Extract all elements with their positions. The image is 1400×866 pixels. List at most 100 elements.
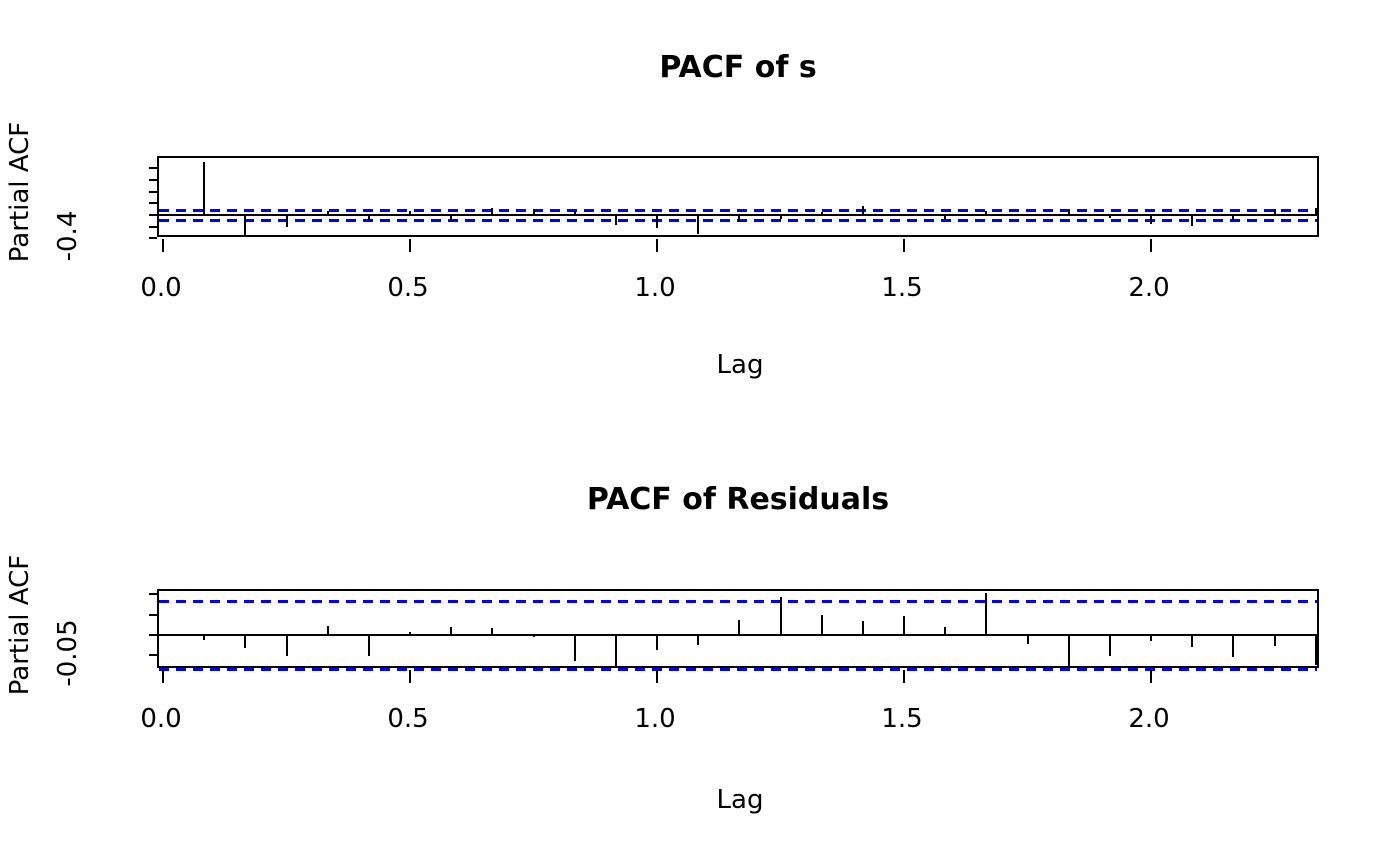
pacf-bar bbox=[203, 162, 205, 216]
y-axis-tick bbox=[149, 167, 157, 170]
confidence-band-line bbox=[159, 209, 1317, 213]
y-axis-tick bbox=[149, 190, 157, 193]
pacf-bar bbox=[738, 215, 741, 223]
pacf-bar bbox=[573, 634, 576, 661]
pacf-bar bbox=[1108, 215, 1111, 218]
pacf-bar bbox=[985, 593, 988, 635]
pacf-bar bbox=[1150, 634, 1152, 642]
x-axis-tick bbox=[162, 670, 164, 683]
pacf-bar bbox=[450, 215, 452, 221]
pacf-bar bbox=[1026, 634, 1029, 645]
y-axis-label: Partial ACF bbox=[5, 554, 35, 696]
confidence-band-line bbox=[159, 667, 1317, 671]
plot-box bbox=[149, 589, 1319, 683]
x-axis-tick bbox=[1150, 239, 1152, 252]
pacf-bar bbox=[1191, 215, 1193, 226]
pacf-bar bbox=[203, 634, 205, 640]
x-tick-label: 1.0 bbox=[634, 704, 676, 734]
pacf-bar bbox=[1314, 208, 1317, 216]
y-axis-tick bbox=[149, 214, 157, 217]
y-axis-tick bbox=[149, 237, 157, 240]
pacf-bar bbox=[1232, 634, 1235, 658]
pacf-bar bbox=[697, 215, 699, 234]
x-axis-tick bbox=[903, 670, 905, 683]
pacf-bar bbox=[532, 634, 535, 638]
pacf-bar bbox=[1191, 634, 1193, 648]
zero-line bbox=[159, 633, 1317, 636]
pacf-bar bbox=[1067, 210, 1070, 216]
x-tick-label: 0.0 bbox=[140, 704, 182, 734]
x-axis-tick bbox=[656, 239, 658, 252]
y-axis-tick bbox=[149, 633, 157, 636]
pacf-bar bbox=[1108, 634, 1111, 657]
y-axis-tick bbox=[149, 225, 157, 228]
pacf-bar bbox=[285, 215, 288, 228]
pacf-bar bbox=[1026, 215, 1029, 217]
x-tick-label: 0.5 bbox=[387, 704, 429, 734]
y-tick-label: -0.05 bbox=[53, 619, 83, 687]
pacf-bar bbox=[656, 215, 658, 228]
pacf-bar bbox=[1150, 215, 1152, 224]
confidence-band-line bbox=[159, 219, 1317, 222]
x-tick-label: 1.5 bbox=[881, 273, 923, 303]
pacf-bar bbox=[861, 205, 864, 216]
pacf-bar bbox=[903, 615, 905, 635]
pacf-bar bbox=[450, 627, 452, 635]
x-tick-label: 1.0 bbox=[634, 273, 676, 303]
pacf-bar bbox=[779, 597, 782, 635]
x-axis-tick bbox=[903, 239, 905, 252]
y-axis-tick bbox=[149, 613, 157, 616]
pacf-bar bbox=[326, 211, 329, 216]
x-axis-tick bbox=[1150, 670, 1152, 683]
pacf-bar bbox=[367, 634, 370, 657]
y-tick-label: -0.4 bbox=[53, 211, 83, 262]
x-axis-label: Lag bbox=[716, 350, 764, 380]
pacf-bar bbox=[1067, 634, 1070, 667]
y-axis-tick bbox=[149, 654, 157, 657]
x-tick-label: 2.0 bbox=[1128, 704, 1170, 734]
pacf-bar bbox=[861, 621, 864, 635]
confidence-band-line bbox=[159, 599, 1317, 603]
x-tick-label: 1.5 bbox=[881, 704, 923, 734]
pacf-bar bbox=[1314, 634, 1317, 666]
pacf-bar bbox=[614, 634, 617, 667]
x-axis-label: Lag bbox=[716, 785, 764, 815]
y-axis-tick bbox=[149, 593, 157, 596]
y-axis-tick bbox=[149, 179, 157, 182]
x-tick-label: 0.0 bbox=[140, 273, 182, 303]
pacf-bar bbox=[614, 215, 617, 225]
pacf-bar bbox=[1273, 634, 1276, 647]
pacf-bar bbox=[409, 211, 411, 216]
pacf-bar bbox=[903, 214, 905, 216]
y-axis-tick bbox=[149, 202, 157, 205]
x-axis-tick bbox=[656, 670, 658, 683]
pacf-bar bbox=[409, 631, 411, 635]
pacf-bar bbox=[244, 634, 247, 648]
pacf-bar bbox=[779, 215, 782, 220]
plot-title: PACF of Residuals bbox=[586, 482, 890, 517]
pacf-bar bbox=[367, 215, 370, 220]
x-axis-tick bbox=[409, 239, 411, 252]
zero-line bbox=[159, 214, 1317, 217]
pacf-bar bbox=[944, 626, 946, 635]
pacf-bar bbox=[491, 207, 494, 216]
x-tick-label: 2.0 bbox=[1128, 273, 1170, 303]
y-axis-label: Partial ACF bbox=[5, 121, 35, 263]
pacf-bar bbox=[244, 215, 247, 237]
x-axis-tick bbox=[409, 670, 411, 683]
pacf-bar bbox=[532, 209, 535, 216]
pacf-bar bbox=[491, 628, 494, 635]
pacf-bar bbox=[573, 211, 576, 216]
pacf-bar bbox=[285, 634, 288, 656]
pacf-bar bbox=[985, 211, 988, 216]
pacf-bar bbox=[820, 615, 823, 635]
pacf-bar bbox=[326, 625, 329, 635]
x-axis-tick bbox=[162, 239, 164, 252]
pacf-bar bbox=[738, 620, 741, 635]
pacf-bar bbox=[1273, 209, 1276, 216]
pacf-bar bbox=[656, 634, 658, 651]
pacf-bar bbox=[1232, 215, 1235, 220]
pacf-bar bbox=[697, 634, 699, 646]
pacf-bar bbox=[944, 215, 946, 219]
